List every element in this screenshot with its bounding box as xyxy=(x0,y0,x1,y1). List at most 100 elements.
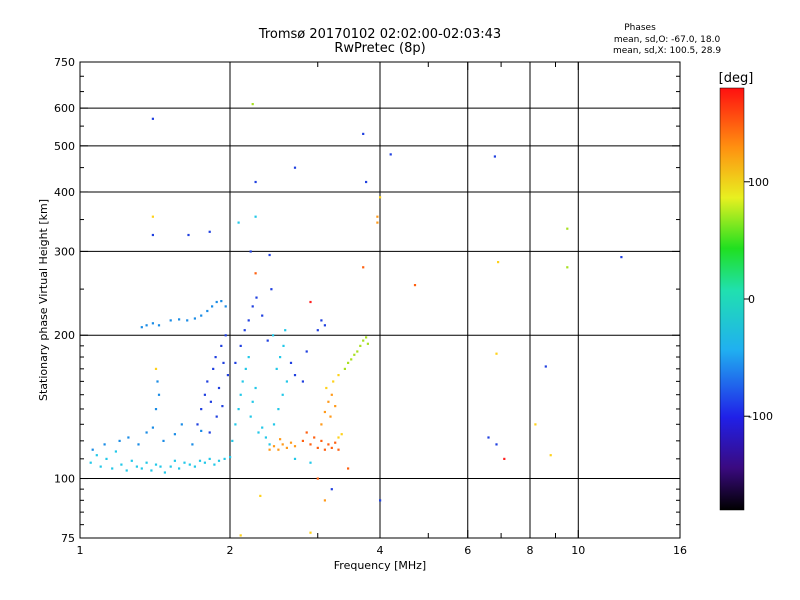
data-point xyxy=(251,305,254,308)
data-point xyxy=(193,317,196,320)
data-point xyxy=(279,356,282,359)
data-point xyxy=(95,454,98,457)
y-tick-label: 750 xyxy=(54,56,75,69)
data-point xyxy=(266,339,269,342)
colorbar-tick-label: -100 xyxy=(748,410,773,423)
colorbar-tick-layer: 100 0 -100 xyxy=(744,176,773,423)
data-point xyxy=(356,350,359,353)
data-point xyxy=(362,339,365,342)
data-point xyxy=(234,361,237,364)
data-point xyxy=(196,423,199,426)
data-point xyxy=(365,336,368,339)
data-point xyxy=(254,215,257,218)
data-point xyxy=(217,459,221,462)
data-point xyxy=(497,261,500,264)
data-point xyxy=(214,356,217,359)
y-tick-label: 200 xyxy=(54,329,75,342)
y-tick-label: 300 xyxy=(54,245,75,258)
data-point xyxy=(249,250,252,253)
data-point xyxy=(566,266,569,269)
data-point xyxy=(340,433,343,436)
data-point xyxy=(135,465,138,468)
data-point xyxy=(208,457,211,460)
y-tick-layer: 75 100 200 300 400 500 600 750 xyxy=(54,56,680,545)
data-point xyxy=(162,439,165,442)
data-point xyxy=(157,324,161,327)
data-point xyxy=(254,272,257,275)
data-point xyxy=(347,467,350,470)
data-point xyxy=(105,457,108,460)
x-tick-label: 8 xyxy=(527,544,534,557)
data-point xyxy=(270,288,273,291)
data-point xyxy=(323,448,326,451)
data-point xyxy=(173,433,176,436)
data-point xyxy=(323,324,326,327)
chart-title-line2: RwPretec (8p) xyxy=(334,41,425,56)
data-point xyxy=(130,459,133,462)
data-point xyxy=(330,488,333,491)
data-point xyxy=(272,445,276,448)
data-point xyxy=(277,408,280,411)
data-point xyxy=(254,180,257,184)
data-point xyxy=(320,439,323,442)
data-point xyxy=(487,436,490,439)
x-tick-label: 10 xyxy=(571,544,585,557)
data-point xyxy=(247,319,250,322)
data-point xyxy=(334,441,337,444)
data-point xyxy=(272,334,275,337)
data-point xyxy=(272,423,276,426)
data-point xyxy=(239,393,242,396)
data-point xyxy=(337,374,340,377)
data-point xyxy=(254,386,257,390)
data-point xyxy=(187,233,190,237)
data-point xyxy=(316,477,319,480)
data-point xyxy=(231,439,234,442)
data-point xyxy=(376,215,379,218)
data-point xyxy=(366,342,369,345)
data-point xyxy=(145,461,148,464)
data-point xyxy=(237,221,240,224)
data-point xyxy=(330,446,333,449)
data-point xyxy=(325,386,328,390)
data-point xyxy=(234,423,237,426)
data-point xyxy=(118,439,121,442)
data-point xyxy=(495,443,498,446)
data-point xyxy=(289,361,293,364)
data-point xyxy=(215,415,218,418)
data-point xyxy=(334,405,337,408)
data-point xyxy=(99,465,102,468)
data-point xyxy=(259,494,262,497)
data-point xyxy=(114,450,117,453)
data-point xyxy=(316,446,319,449)
data-point xyxy=(305,431,308,434)
data-point xyxy=(282,344,285,347)
data-point xyxy=(140,467,143,470)
data-point xyxy=(208,431,211,434)
data-point xyxy=(169,465,172,468)
data-point xyxy=(337,448,340,451)
data-point xyxy=(200,408,203,411)
data-point xyxy=(180,423,183,426)
y-tick-label: 600 xyxy=(54,102,75,115)
data-point xyxy=(337,436,340,439)
data-point xyxy=(365,180,368,184)
data-point xyxy=(111,467,114,470)
data-point xyxy=(285,446,288,449)
data-point xyxy=(145,431,148,434)
y-tick-label: 400 xyxy=(54,186,75,199)
data-point xyxy=(154,367,158,370)
data-point xyxy=(159,465,162,468)
x-tick-label: 16 xyxy=(673,544,687,557)
stats-title: Phases xyxy=(624,23,656,33)
data-point xyxy=(389,153,392,156)
data-point xyxy=(193,465,196,468)
data-point xyxy=(156,380,159,383)
data-point xyxy=(327,443,330,446)
data-point xyxy=(137,443,140,446)
data-point xyxy=(264,436,267,439)
y-tick-label: 100 xyxy=(54,473,75,486)
y-axis-label: Stationary phase Virtual Height [km] xyxy=(37,199,50,401)
data-point xyxy=(277,448,280,451)
data-point xyxy=(503,457,506,460)
data-point xyxy=(224,305,227,308)
